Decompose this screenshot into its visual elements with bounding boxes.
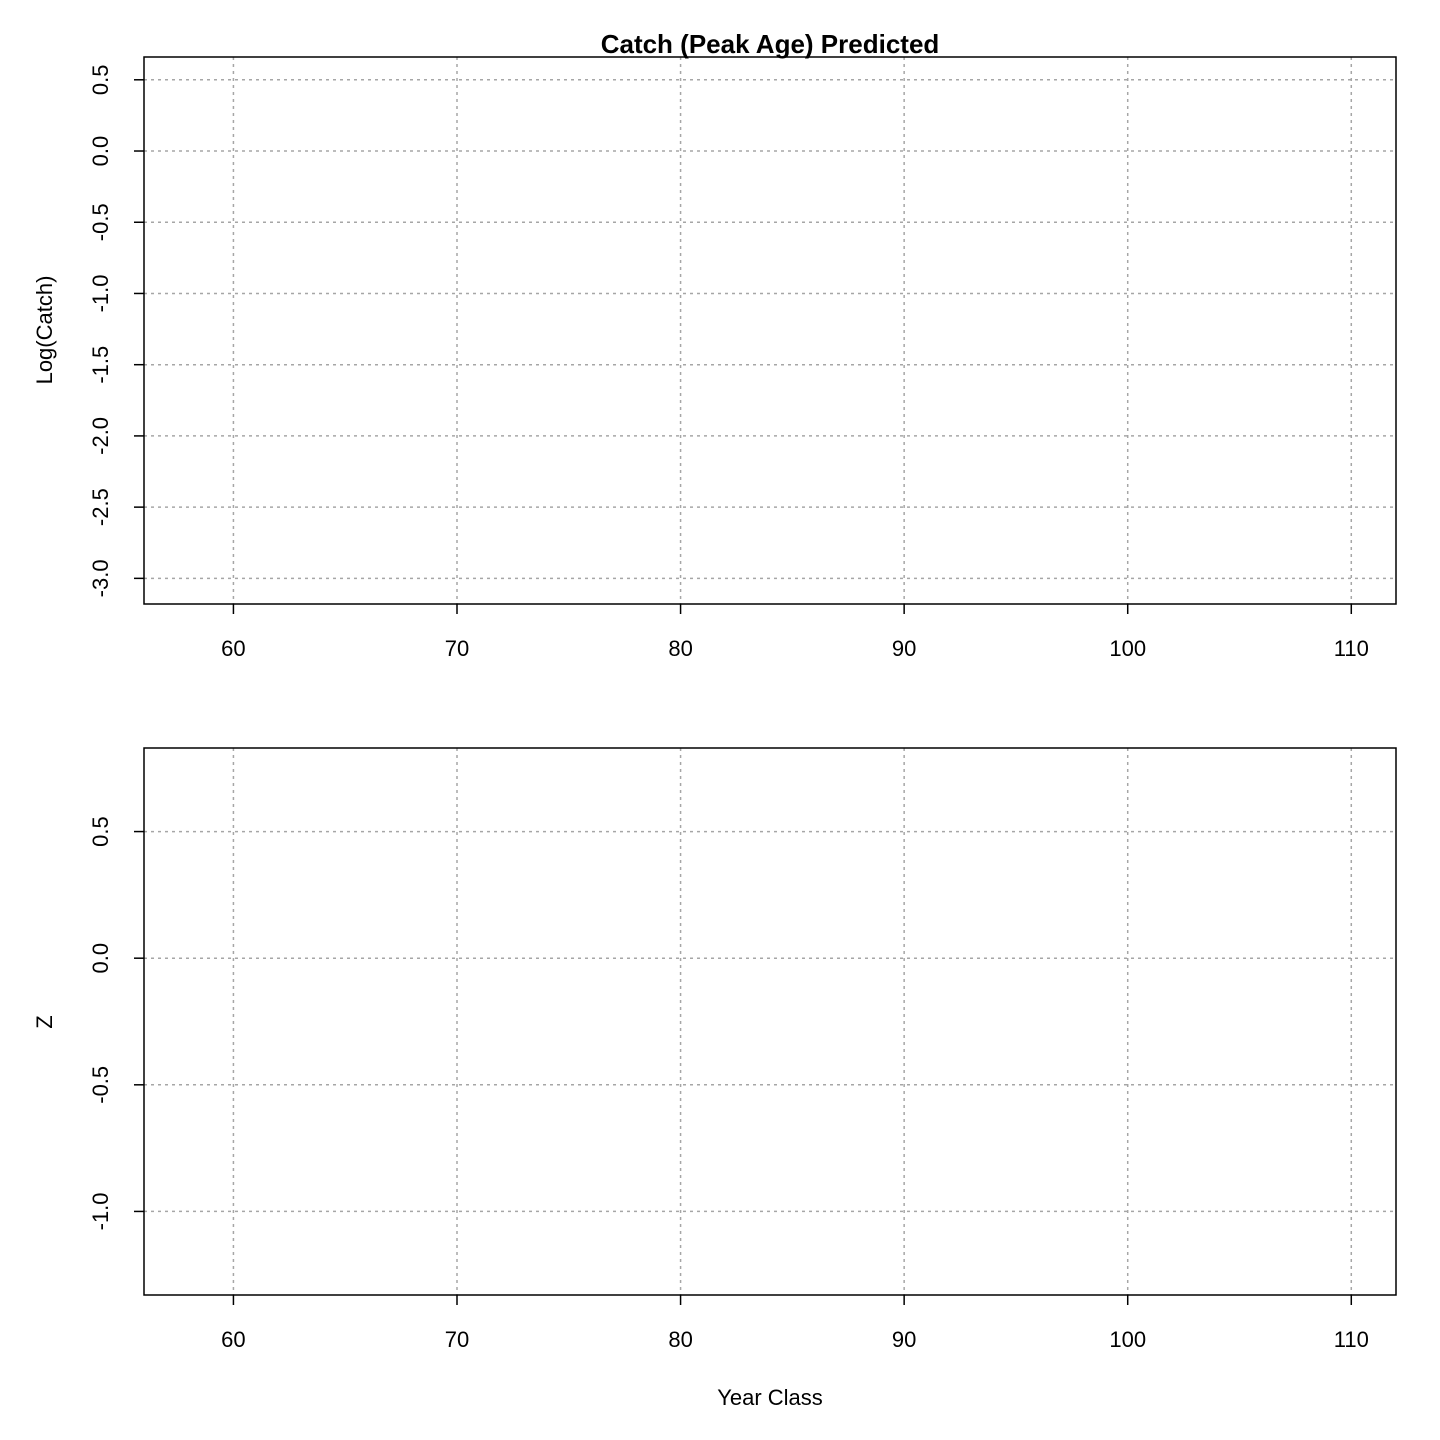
y-tick-label: -0.5: [88, 203, 113, 241]
y-axis: -1.0 -0.5 0.0 0.5: [88, 816, 144, 1230]
x-tick-label: 80: [668, 636, 692, 661]
y-axis-label: Log(Catch): [32, 276, 57, 385]
plot-frame: [143, 56, 1397, 605]
y-grid: [144, 830, 1396, 1213]
x-axis: 60 70 80 90 100 110: [221, 604, 1369, 661]
y-tick-label: -1.0: [88, 1192, 113, 1230]
plot-frame: [143, 747, 1397, 1296]
x-tick-label: 100: [1109, 1327, 1146, 1352]
x-tick-label: 60: [221, 636, 245, 661]
y-tick-label: 0.5: [88, 64, 113, 95]
y-tick-label: 0.5: [88, 816, 113, 847]
x-grid: [232, 748, 1353, 1295]
x-tick-label: 110: [1334, 1327, 1369, 1352]
x-tick-label: 90: [892, 1327, 916, 1352]
y-tick-label: -0.5: [88, 1066, 113, 1104]
x-tick-label: 90: [892, 636, 916, 661]
y-tick-label: -2.0: [88, 417, 113, 455]
x-tick-label: 80: [668, 1327, 692, 1352]
x-tick-label: 70: [445, 636, 469, 661]
x-tick-label: 100: [1109, 636, 1146, 661]
y-tick-label: 0.0: [88, 943, 113, 974]
y-tick-label: -1.5: [88, 346, 113, 384]
y-tick-label: 0.0: [88, 136, 113, 167]
y-tick-label: -1.0: [88, 275, 113, 313]
y-tick-label: -2.5: [88, 488, 113, 526]
catch-panel: 60 70 80 90 100 110 -3.0 -2.5 -2.0 -1.5 -1.0 -0.5 0…: [32, 56, 1397, 661]
x-tick-label: 70: [445, 1327, 469, 1352]
chart-title: Catch (Peak Age) Predicted: [601, 29, 940, 59]
x-grid: [232, 57, 1353, 604]
x-tick-label: 60: [221, 1327, 245, 1352]
y-grid: [144, 79, 1396, 580]
x-axis-label: Year Class: [717, 1385, 823, 1410]
y-axis: -3.0 -2.5 -2.0 -1.5 -1.0 -0.5 0.0 0.5: [88, 64, 144, 597]
x-tick-label: 110: [1334, 636, 1369, 661]
x-axis: 60 70 80 90 100 110: [221, 1295, 1369, 1352]
y-tick-label: -3.0: [88, 559, 113, 597]
y-axis-label: Z: [32, 1015, 57, 1028]
z-panel: 60 70 80 90 100 110 -1.0 -0.5 0.0 0.5 Z Year Cla…: [32, 747, 1397, 1410]
